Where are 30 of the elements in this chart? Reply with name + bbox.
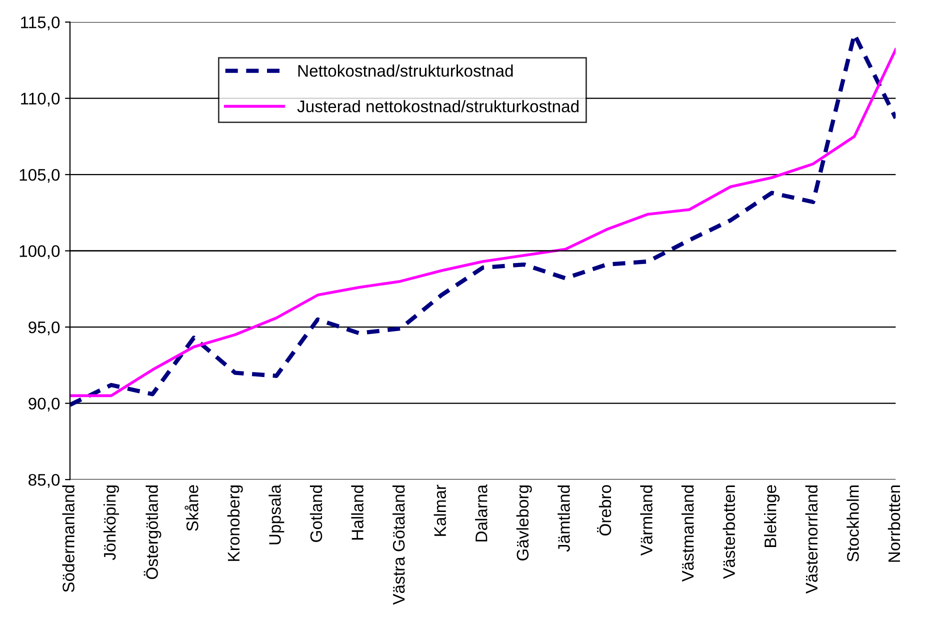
x-tick-label: Östergötland (144, 485, 162, 580)
x-tick-label: Västra Götaland (392, 485, 405, 605)
x-tick-label: Västmanland (681, 485, 694, 582)
x-tick-label: Halland (351, 485, 364, 540)
y-tick-label: 85,0 (28, 474, 60, 488)
x-tick-label: Södermanland (62, 485, 74, 592)
x-tick-label: Kronoberg (227, 485, 243, 561)
x-tick-label: Skåne (184, 485, 198, 531)
legend-label: Nettokostnad/strukturkostnad (298, 64, 513, 77)
x-tick-label: Jämtland (558, 485, 570, 552)
x-tick-label: Blekinge (764, 485, 780, 547)
x-tick-label: Stockholm (846, 486, 859, 562)
x-tick-label: Värmland (640, 485, 652, 556)
y-tick-label: 90,0 (28, 398, 60, 412)
x-tick-label: Dalarna (475, 484, 488, 542)
y-tick-label: 105,0 (20, 168, 60, 183)
legend-label: Justerad nettokostnad/strukturkostnad (297, 100, 579, 112)
x-tick-label: Jönköping (103, 485, 120, 560)
x-tick-label: Norrbotten (888, 485, 900, 562)
y-tick-label: 95,0 (28, 321, 60, 336)
y-tick-label: 115,0 (21, 16, 60, 30)
x-tick-label: Gotland (310, 485, 322, 542)
x-tick-label: Örebro (597, 485, 612, 536)
x-tick-label: Gävleborg (516, 485, 532, 560)
x-tick-label: Västerbotten (722, 485, 736, 579)
x-tick-label: Västernorrland (805, 485, 818, 594)
y-tick-label: 100,0 (20, 245, 60, 259)
x-tick-label: Kalmar (434, 484, 446, 536)
x-tick-label: Uppsala (268, 484, 284, 544)
y-tick-label: 110,0 (21, 92, 60, 107)
